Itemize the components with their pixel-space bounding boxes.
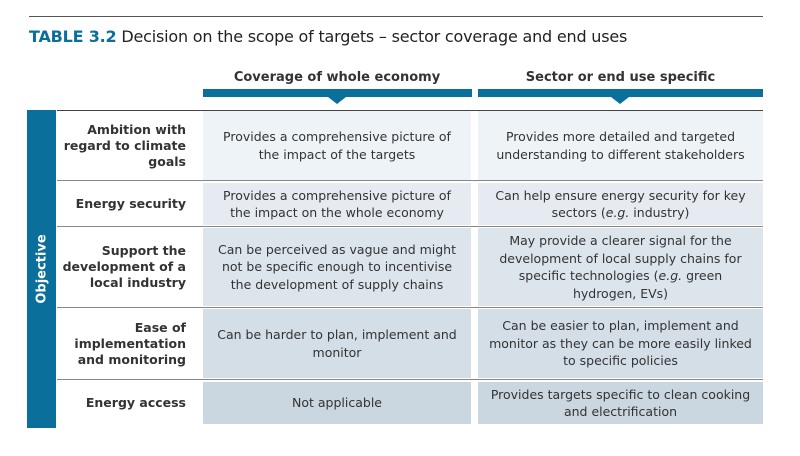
row-label-text: Support the development of a local indus… xyxy=(62,243,186,290)
table-cell: Can be harder to plan, implement and mon… xyxy=(203,309,471,378)
top-rule xyxy=(29,16,763,17)
cell-text: Provides targets specific to clean cooki… xyxy=(490,386,751,420)
column-notch xyxy=(328,97,346,104)
cell-text: Provides a comprehensive picture of the … xyxy=(223,187,451,221)
row-label: Ease of implementation and monitoring xyxy=(57,309,186,378)
cell-text: e.g. xyxy=(658,268,683,283)
table-cell: Not applicable xyxy=(203,382,471,424)
row-label: Support the development of a local indus… xyxy=(57,228,186,306)
row-divider xyxy=(57,379,763,380)
table-cell: Can be perceived as vague and might not … xyxy=(203,228,471,306)
table-cell: Provides targets specific to clean cooki… xyxy=(478,382,763,424)
cell-text: e.g. xyxy=(605,205,630,220)
table-cell: Provides a comprehensive picture of the … xyxy=(203,111,471,180)
table-cell: Provides a comprehensive picture of the … xyxy=(203,183,471,225)
cell-text: Can be harder to plan, implement and mon… xyxy=(217,327,457,360)
table-cell: Can be easier to plan, implement and mon… xyxy=(478,309,763,378)
table-top-border xyxy=(57,110,763,111)
table-number: TABLE 3.2 xyxy=(29,27,117,46)
cell-text: Provides a comprehensive picture of the … xyxy=(223,129,451,162)
cell-text: Can be perceived as vague and might not … xyxy=(217,241,457,292)
cell-text: Not applicable xyxy=(292,395,382,411)
cell-text: Can be easier to plan, implement and mon… xyxy=(489,318,752,369)
row-label-text: Energy security xyxy=(75,196,186,211)
objective-side-label: Objective xyxy=(27,110,56,428)
column-header-whole-economy: Coverage of whole economy xyxy=(233,70,441,85)
side-label-text: Objective xyxy=(34,234,49,304)
table-cell: Can help ensure energy security for key … xyxy=(478,183,763,225)
cell-text: Provides more detailed and targeted unde… xyxy=(496,129,745,162)
column-bar xyxy=(203,89,472,97)
column-notch xyxy=(611,97,629,104)
table-cell: Provides more detailed and targeted unde… xyxy=(478,111,763,180)
table-title: TABLE 3.2 Decision on the scope of targe… xyxy=(29,27,627,46)
cell-text: green hydrogen, EVs) xyxy=(572,268,723,301)
cell-text: Can help ensure energy security for key … xyxy=(495,187,746,221)
table-cell: May provide a clearer signal for the dev… xyxy=(478,228,763,306)
table-caption: Decision on the scope of targets – secto… xyxy=(116,27,628,46)
column-header-sector-specific: Sector or end use specific xyxy=(525,70,716,85)
row-label-text: Ease of implementation and monitoring xyxy=(74,319,186,367)
row-label: Energy security xyxy=(57,183,186,225)
row-label-text: Energy access xyxy=(85,395,186,410)
column-bar xyxy=(478,89,763,97)
row-divider xyxy=(57,226,763,227)
cell-text: industry) xyxy=(629,205,690,220)
cell-text: May provide a clearer signal for the dev… xyxy=(499,233,742,283)
row-label-text: Ambition with regard to climate goals xyxy=(63,121,186,169)
row-label: Energy access xyxy=(57,382,186,424)
row-divider xyxy=(57,180,763,181)
row-label: Ambition with regard to climate goals xyxy=(57,111,186,180)
row-divider xyxy=(57,307,763,308)
